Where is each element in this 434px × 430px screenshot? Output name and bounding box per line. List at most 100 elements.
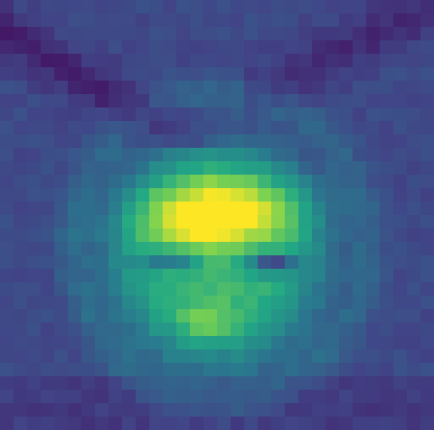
heatmap-pixel: [162, 376, 177, 391]
heatmap-pixel: [40, 147, 55, 162]
heatmap-pixel: [244, 174, 259, 189]
heatmap-pixel: [162, 322, 177, 337]
heatmap-pixel: [284, 40, 299, 55]
heatmap-pixel: [406, 120, 422, 135]
heatmap-pixel: [298, 322, 313, 337]
heatmap-pixel: [230, 349, 245, 364]
heatmap-pixel: [420, 335, 434, 350]
heatmap-pixel: [54, 0, 69, 15]
heatmap-pixel: [176, 26, 191, 41]
heatmap-pixel: [230, 282, 245, 297]
heatmap-pixel: [271, 120, 286, 135]
heatmap-pixel: [339, 349, 354, 364]
heatmap-pixel: [298, 53, 313, 68]
heatmap-pixel: [13, 107, 28, 122]
heatmap-pixel: [379, 241, 394, 256]
heatmap-pixel: [176, 255, 191, 270]
heatmap-pixel: [149, 120, 164, 135]
heatmap-pixel: [0, 228, 15, 243]
heatmap-pixel: [162, 268, 177, 283]
heatmap-pixel: [217, 282, 232, 297]
heatmap-pixel: [420, 40, 434, 55]
heatmap-pixel: [122, 362, 137, 377]
heatmap-pixel: [108, 40, 123, 55]
heatmap-pixel: [352, 67, 367, 82]
heatmap-pixel: [230, 255, 245, 270]
heatmap-pixel: [379, 255, 394, 270]
heatmap-pixel: [284, 295, 299, 310]
heatmap-pixel: [0, 282, 15, 297]
heatmap-pixel: [271, 282, 286, 297]
heatmap-pixel: [325, 349, 340, 364]
heatmap-pixel: [325, 13, 340, 28]
heatmap-pixel: [230, 134, 245, 149]
heatmap-pixel: [0, 134, 15, 149]
heatmap-pixel: [149, 376, 164, 391]
heatmap-pixel: [244, 0, 259, 15]
heatmap-pixel: [339, 228, 354, 243]
heatmap-pixel: [284, 120, 299, 135]
heatmap-pixel: [352, 268, 367, 283]
heatmap-pixel: [339, 134, 354, 149]
heatmap-pixel: [189, 94, 205, 109]
heatmap-pixel: [352, 228, 367, 243]
heatmap-pixel: [189, 268, 205, 283]
heatmap-pixel: [352, 389, 367, 404]
heatmap-pixel: [81, 161, 96, 176]
heatmap-pixel: [67, 107, 82, 122]
heatmap-pixel: [298, 255, 313, 270]
heatmap-pixel: [0, 335, 15, 350]
heatmap-pixel: [230, 376, 245, 391]
heatmap-pixel: [0, 241, 15, 256]
heatmap-pixel: [122, 134, 137, 149]
heatmap-pixel: [94, 295, 110, 310]
heatmap-pixel: [298, 107, 313, 122]
heatmap-pixel: [67, 362, 82, 377]
heatmap-pixel: [406, 67, 422, 82]
heatmap-pixel: [406, 376, 422, 391]
heatmap-pixel: [217, 67, 232, 82]
heatmap-pixel: [94, 161, 110, 176]
heatmap-pixel: [393, 282, 408, 297]
heatmap-pixel: [352, 201, 367, 216]
heatmap-pixel: [67, 215, 82, 230]
heatmap-pixel: [135, 309, 150, 324]
heatmap-pixel: [366, 215, 381, 230]
heatmap-pixel: [325, 268, 340, 283]
heatmap-pixel: [217, 322, 232, 337]
heatmap-pixel: [149, 174, 164, 189]
heatmap-pixel: [420, 309, 434, 324]
heatmap-pixel: [244, 26, 259, 41]
heatmap-pixel: [40, 80, 55, 95]
heatmap-pixel: [81, 376, 96, 391]
heatmap-pixel: [379, 416, 394, 430]
heatmap-pixel: [420, 174, 434, 189]
heatmap-pixel: [27, 107, 42, 122]
heatmap-pixel: [311, 53, 327, 68]
heatmap-pixel: [67, 13, 82, 28]
heatmap-pixel: [162, 161, 177, 176]
heatmap-pixel: [339, 201, 354, 216]
heatmap-pixel: [339, 309, 354, 324]
heatmap-pixel: [244, 147, 259, 162]
heatmap-pixel: [406, 13, 422, 28]
heatmap-pixel: [203, 134, 218, 149]
heatmap-pixel: [94, 13, 110, 28]
heatmap-pixel: [379, 295, 394, 310]
heatmap-pixel: [189, 174, 205, 189]
heatmap-pixel: [406, 80, 422, 95]
heatmap-pixel: [352, 120, 367, 135]
heatmap-pixel: [40, 26, 55, 41]
heatmap-pixel: [94, 268, 110, 283]
heatmap-pixel: [162, 241, 177, 256]
heatmap-pixel: [176, 53, 191, 68]
heatmap-pixel: [135, 295, 150, 310]
heatmap-pixel: [271, 309, 286, 324]
heatmap-pixel: [230, 13, 245, 28]
heatmap-pixel: [176, 13, 191, 28]
heatmap-pixel: [149, 26, 164, 41]
heatmap-pixel: [420, 107, 434, 122]
heatmap-pixel: [0, 403, 15, 418]
heatmap-pixel: [406, 188, 422, 203]
heatmap-pixel: [40, 107, 55, 122]
